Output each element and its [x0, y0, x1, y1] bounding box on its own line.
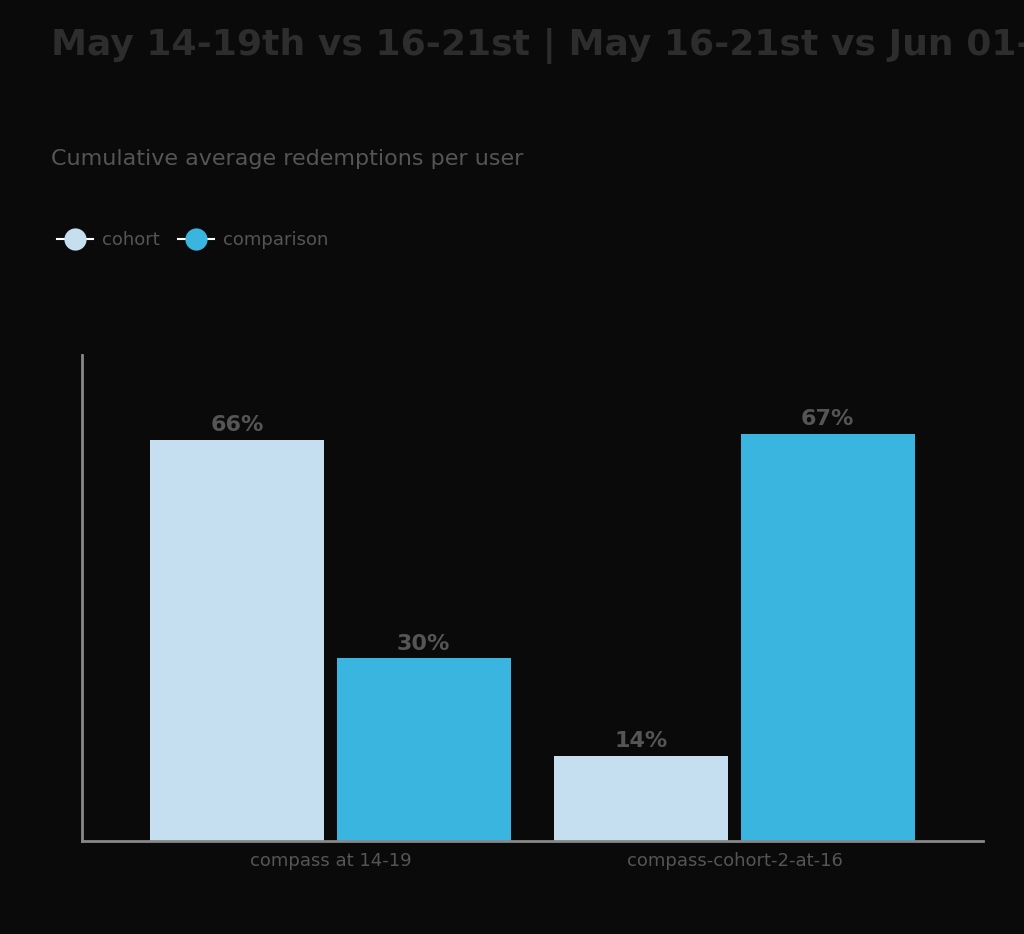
- Text: Cumulative average redemptions per user: Cumulative average redemptions per user: [51, 149, 523, 169]
- Bar: [151, 440, 325, 841]
- Bar: [740, 433, 914, 841]
- Text: 14%: 14%: [614, 730, 668, 751]
- Bar: [554, 756, 728, 841]
- Text: 30%: 30%: [397, 633, 451, 654]
- Text: May 14-19th vs 16-21st | May 16-21st vs Jun 01-15th: May 14-19th vs 16-21st | May 16-21st vs …: [51, 28, 1024, 64]
- Text: 67%: 67%: [801, 409, 854, 429]
- Bar: [337, 658, 511, 841]
- Text: 66%: 66%: [211, 415, 264, 435]
- Legend: cohort, comparison: cohort, comparison: [50, 224, 336, 256]
